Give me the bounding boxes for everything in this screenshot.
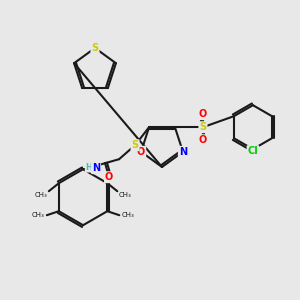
Text: O: O [199,135,207,145]
Text: H: H [85,163,92,172]
Text: N: N [179,147,187,157]
Text: S: S [92,43,99,53]
Text: S: S [131,140,139,150]
Text: CH₃: CH₃ [121,212,134,218]
Text: CH₃: CH₃ [32,212,45,218]
Text: CH₃: CH₃ [118,192,131,198]
Text: CH₃: CH₃ [35,192,48,198]
Text: O: O [199,109,207,119]
Text: N: N [92,163,100,173]
Text: O: O [137,147,145,157]
Text: Cl: Cl [248,146,258,156]
Text: O: O [105,172,113,182]
Text: S: S [200,122,206,132]
